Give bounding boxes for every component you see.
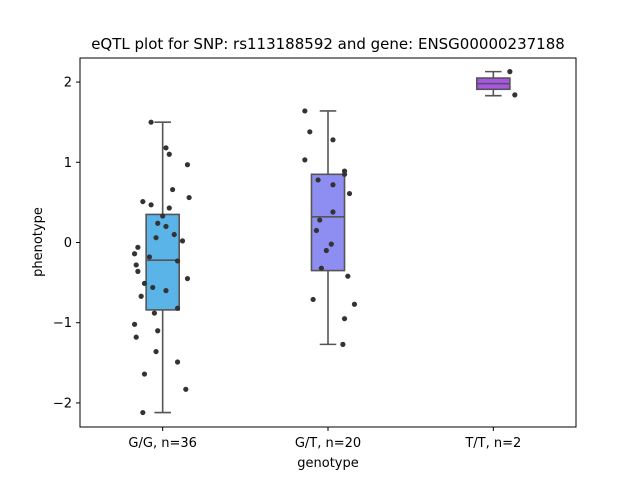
data-point (148, 202, 154, 208)
data-point (315, 177, 321, 183)
box-group-2 (302, 108, 358, 347)
data-point (141, 280, 148, 287)
data-point (163, 145, 169, 151)
data-point (174, 305, 181, 311)
box (310, 173, 346, 272)
data-point (341, 316, 348, 322)
axes: −2 −1 0 1 2 G/G, n=36 G/T, n=20 T/T, n=2 (53, 76, 521, 451)
box (145, 213, 180, 311)
data-point (317, 217, 323, 223)
data-point (183, 386, 189, 392)
data-point (169, 186, 176, 193)
data-point (184, 275, 191, 282)
data-point (135, 268, 141, 274)
data-point (310, 296, 316, 303)
data-point (131, 251, 138, 257)
y-tick-label: 0 (64, 236, 72, 251)
y-tick-label: −1 (53, 316, 72, 331)
data-point (151, 310, 157, 316)
data-point (160, 213, 166, 219)
data-point (512, 92, 518, 98)
data-point (345, 273, 351, 279)
data-point (323, 247, 329, 254)
data-point (163, 223, 169, 230)
box-group-3 (475, 69, 518, 98)
plot-area (131, 69, 518, 416)
data-point (150, 284, 156, 291)
data-point (138, 293, 144, 299)
data-point (148, 119, 154, 125)
data-point (153, 235, 159, 241)
data-point (171, 231, 177, 238)
data-point (330, 209, 336, 215)
data-point (140, 198, 146, 205)
data-point (135, 244, 141, 250)
data-point (318, 265, 324, 271)
y-tick-label: 1 (64, 156, 72, 171)
data-point (302, 157, 308, 163)
data-point (155, 328, 161, 334)
box-group-1 (131, 119, 192, 416)
x-tick-label: G/G, n=36 (128, 436, 196, 451)
data-point (302, 108, 308, 114)
data-point (330, 137, 336, 143)
y-tick-label: 2 (64, 76, 72, 91)
data-point (146, 254, 153, 260)
data-point (166, 151, 172, 157)
data-point (174, 258, 181, 264)
data-point (307, 129, 313, 135)
data-point (328, 241, 334, 247)
data-point (140, 409, 146, 416)
data-point (507, 69, 513, 75)
x-tick-label: G/T, n=20 (295, 436, 361, 451)
data-point (340, 341, 346, 347)
data-point (153, 348, 159, 355)
data-point (131, 321, 138, 327)
data-point (166, 205, 172, 211)
data-point (330, 182, 336, 188)
data-point (346, 190, 353, 197)
data-point (313, 227, 320, 234)
data-point (186, 194, 192, 201)
data-point (174, 359, 181, 365)
y-tick-label: −2 (53, 396, 72, 411)
data-point (133, 262, 139, 268)
data-point (163, 288, 169, 294)
data-point (341, 171, 348, 177)
x-axis-label: genotype (297, 456, 358, 471)
y-axis-label: phenotype (31, 207, 46, 277)
data-point (141, 371, 148, 377)
data-point (179, 238, 186, 244)
chart-title: eQTL plot for SNP: rs113188592 and gene:… (91, 35, 565, 53)
data-point (155, 220, 161, 226)
data-point (133, 334, 139, 340)
x-tick-label: T/T, n=2 (464, 436, 521, 451)
data-point (351, 301, 358, 307)
data-point (184, 162, 191, 168)
